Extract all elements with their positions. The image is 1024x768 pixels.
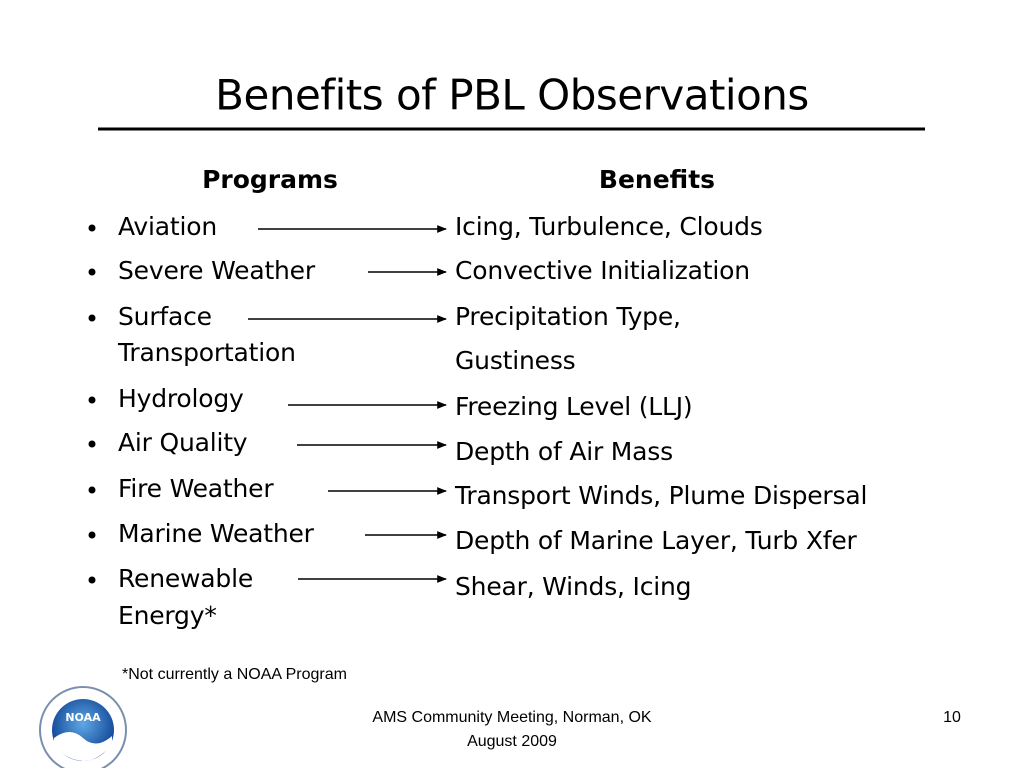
bullet xyxy=(88,268,96,276)
slide-title: Benefits of PBL Observations xyxy=(215,71,809,120)
program-item: Renewable xyxy=(118,564,253,593)
program-item: Fire Weather xyxy=(118,474,274,503)
bullet xyxy=(88,224,96,232)
arrows xyxy=(248,225,447,583)
benefit-item: Precipitation Type, xyxy=(455,302,681,331)
column-header: Benefits xyxy=(599,165,715,194)
bullet xyxy=(88,314,96,322)
benefit-item: Transport Winds, Plume Dispersal xyxy=(454,481,867,510)
column-header: Programs xyxy=(202,165,338,194)
bullet xyxy=(88,576,96,584)
bullet xyxy=(88,396,96,404)
benefit-item: Shear, Winds, Icing xyxy=(455,572,691,601)
program-item: Hydrology xyxy=(118,384,244,413)
program-item: Transportation xyxy=(117,338,296,367)
footnote: *Not currently a NOAA Program xyxy=(122,666,347,683)
program-item: Aviation xyxy=(118,212,217,241)
bullet xyxy=(88,486,96,494)
logo-label: NOAA xyxy=(65,711,101,724)
benefit-item: Convective Initialization xyxy=(455,256,750,285)
footer-line: AMS Community Meeting, Norman, OK xyxy=(372,709,652,726)
benefit-item: Icing, Turbulence, Clouds xyxy=(455,212,763,241)
program-item: Surface xyxy=(118,302,212,331)
bullet xyxy=(88,440,96,448)
bullet xyxy=(88,531,96,539)
benefit-item: Depth of Air Mass xyxy=(455,437,673,466)
footer-line: August 2009 xyxy=(467,733,557,750)
program-item: Marine Weather xyxy=(118,519,315,548)
benefit-item: Freezing Level (LLJ) xyxy=(455,392,692,421)
benefit-item: Gustiness xyxy=(455,346,575,375)
logo: NOAA xyxy=(39,686,127,768)
benefit-item: Depth of Marine Layer, Turb Xfer xyxy=(455,526,858,555)
program-item: Air Quality xyxy=(118,428,248,457)
program-item: Energy* xyxy=(118,601,217,630)
page-number: 10 xyxy=(943,709,961,726)
program-item: Severe Weather xyxy=(118,256,316,285)
